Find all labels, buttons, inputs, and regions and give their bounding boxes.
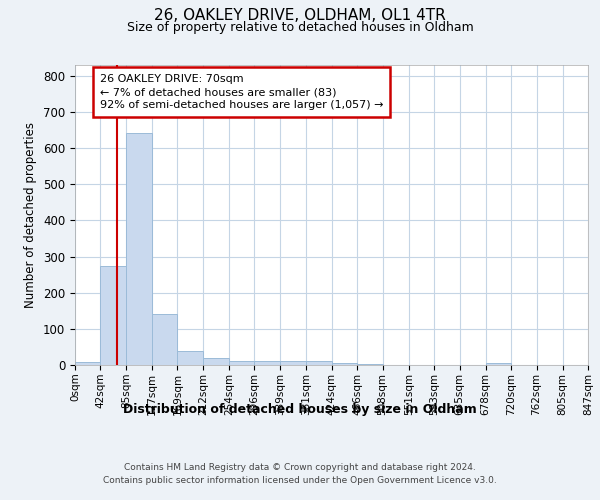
Text: 26 OAKLEY DRIVE: 70sqm
← 7% of detached houses are smaller (83)
92% of semi-deta: 26 OAKLEY DRIVE: 70sqm ← 7% of detached … (100, 74, 383, 110)
Bar (357, 364, 383, 365)
Bar (229, 360, 254, 365)
Text: Contains HM Land Registry data © Crown copyright and database right 2024.: Contains HM Land Registry data © Crown c… (124, 462, 476, 471)
Bar (485, 363, 511, 365)
Bar (332, 363, 357, 365)
Text: Size of property relative to detached houses in Oldham: Size of property relative to detached ho… (127, 21, 473, 34)
Bar (254, 362, 280, 365)
Bar (306, 362, 332, 365)
Bar (152, 314, 178, 365)
Bar (280, 362, 306, 365)
Text: Contains public sector information licensed under the Open Government Licence v3: Contains public sector information licen… (103, 476, 497, 485)
Text: 26, OAKLEY DRIVE, OLDHAM, OL1 4TR: 26, OAKLEY DRIVE, OLDHAM, OL1 4TR (154, 8, 446, 22)
Bar (75, 362, 100, 365)
Y-axis label: Number of detached properties: Number of detached properties (25, 122, 37, 308)
Text: Distribution of detached houses by size in Oldham: Distribution of detached houses by size … (123, 402, 477, 415)
Bar (100, 266, 127, 365)
Bar (203, 358, 229, 365)
Bar (127, 132, 152, 365)
Bar (178, 352, 203, 365)
